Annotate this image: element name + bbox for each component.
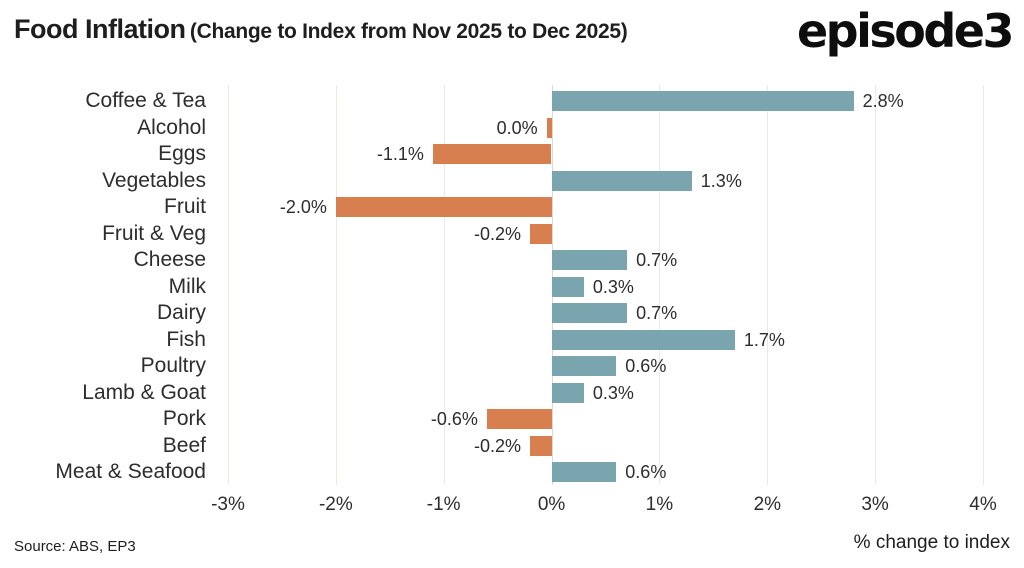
bar-chart: -3% -2% -1% 0% 1% 2% 3% 4% Coffee & Tea 2.8% Alcoh… <box>0 85 1024 540</box>
gridline <box>767 85 769 485</box>
bar-positive <box>551 303 628 324</box>
bar-positive <box>551 91 854 112</box>
bar-negative <box>486 409 552 430</box>
bar-positive <box>551 356 617 377</box>
x-tick-label: 4% <box>969 494 997 515</box>
category-label: Meat & Seafood <box>55 460 206 483</box>
bar-negative <box>546 117 552 138</box>
episode3-logo: episode3 <box>796 4 1015 58</box>
bar-negative <box>530 435 552 456</box>
gridline <box>443 85 445 485</box>
gridline <box>983 85 984 485</box>
category-label: Cheese <box>133 248 206 271</box>
value-label: -0.2% <box>473 223 521 244</box>
x-tick-label: 1% <box>645 494 674 515</box>
value-label: 0.6% <box>625 356 667 377</box>
value-label: -0.6% <box>430 409 478 430</box>
value-label: 1.3% <box>700 170 742 191</box>
value-label: 0.0% <box>496 117 538 138</box>
value-label: 0.7% <box>636 250 678 271</box>
category-label: Fruit <box>164 195 206 218</box>
category-label: Fish <box>166 327 206 351</box>
value-label: 0.7% <box>636 303 678 324</box>
category-label: Beef <box>162 433 206 457</box>
category-label: Milk <box>168 274 206 298</box>
value-label: -1.1% <box>376 144 424 165</box>
category-label: Coffee & Tea <box>85 89 206 112</box>
x-tick-label: 2% <box>753 494 782 515</box>
x-tick-label: -2% <box>318 494 353 515</box>
category-label: Eggs <box>158 142 206 165</box>
page-title: Food Inflation (Change to Index from Nov… <box>14 14 628 45</box>
x-tick-label: -1% <box>426 494 461 515</box>
value-label: 0.6% <box>625 462 667 483</box>
value-label: 0.3% <box>592 276 634 297</box>
chart-title: Food Inflation <box>14 14 186 44</box>
category-label: Fruit & Veg <box>102 221 206 245</box>
value-label: 2.8% <box>862 91 904 112</box>
gridline <box>875 85 877 485</box>
source-note: Source: ABS, EP3 <box>14 538 136 555</box>
bar-negative <box>335 197 552 218</box>
bar-positive <box>551 462 617 483</box>
x-tick-label: 0% <box>537 494 566 515</box>
bar-positive <box>551 382 584 403</box>
gridline <box>659 85 661 485</box>
x-tick-label: -3% <box>211 494 245 515</box>
chart-subtitle: (Change to Index from Nov 2025 to Dec 20… <box>189 20 628 43</box>
gridline <box>335 85 337 485</box>
value-label: 1.7% <box>743 329 785 350</box>
bar-negative <box>432 144 552 165</box>
category-label: Vegetables <box>102 168 206 192</box>
category-label: Poultry <box>140 354 206 377</box>
bar-positive <box>551 170 692 191</box>
category-label: Dairy <box>156 301 206 324</box>
bar-negative <box>530 223 552 244</box>
category-label: Lamb & Goat <box>82 380 206 404</box>
category-label: Alcohol <box>137 115 206 139</box>
bar-positive <box>551 250 628 271</box>
bar-positive <box>551 329 735 350</box>
value-label: 0.3% <box>592 382 634 403</box>
x-axis-title: % change to index <box>853 532 1010 553</box>
bar-positive <box>551 276 584 297</box>
value-label: -0.2% <box>473 435 521 456</box>
gridline <box>228 85 229 485</box>
x-tick-label: 3% <box>861 494 889 515</box>
value-label: -2.0% <box>279 197 327 218</box>
category-label: Pork <box>162 407 206 430</box>
